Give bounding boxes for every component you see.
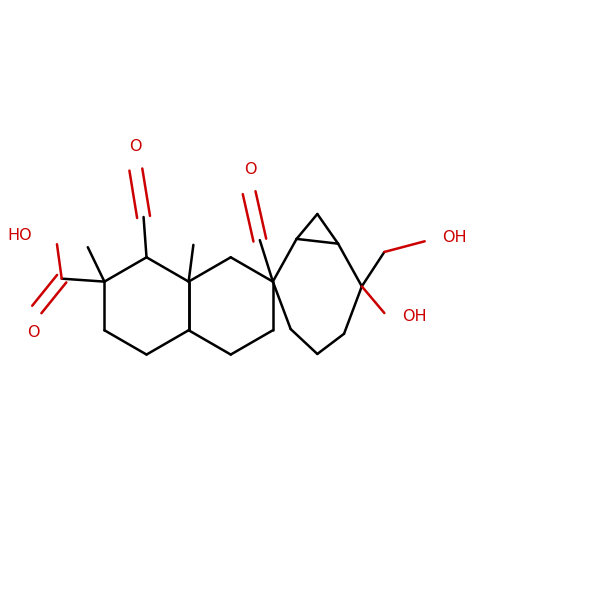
Text: O: O [27, 325, 40, 340]
Text: O: O [244, 162, 257, 177]
Text: OH: OH [442, 230, 467, 245]
Text: OH: OH [402, 309, 427, 324]
Text: O: O [129, 139, 142, 154]
Text: HO: HO [7, 229, 32, 244]
